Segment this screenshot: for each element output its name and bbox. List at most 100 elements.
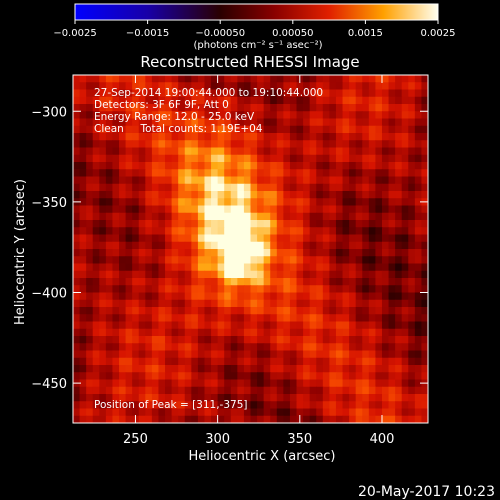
pixel: [79, 89, 87, 98]
pixel: [381, 263, 390, 272]
pixel: [230, 321, 238, 330]
pixel: [303, 118, 311, 127]
pixel: [303, 379, 311, 388]
pixel: [197, 299, 206, 308]
pixel: [355, 82, 363, 91]
pixel: [289, 394, 298, 402]
pixel: [283, 408, 291, 417]
pixel: [119, 285, 127, 294]
x-axis-ticks: 250 300 350 400: [123, 75, 394, 447]
pixel: [276, 336, 284, 344]
pixel: [165, 154, 173, 163]
pixel: [309, 96, 317, 105]
pixel: [355, 241, 363, 250]
pixel: [362, 328, 370, 337]
pixel: [86, 357, 94, 366]
pixel: [99, 314, 107, 323]
pixel: [257, 307, 265, 315]
pixel: [165, 176, 173, 185]
pixel: [276, 212, 284, 221]
pixel: [250, 394, 258, 402]
pixel: [138, 372, 146, 381]
pixel: [145, 365, 153, 373]
pixel: [105, 176, 114, 185]
pixel: [243, 176, 252, 185]
pixel: [289, 263, 298, 272]
pixel: [414, 321, 423, 330]
pixel: [335, 82, 344, 91]
pixel: [270, 270, 278, 279]
pixel: [191, 278, 199, 286]
pixel: [342, 205, 350, 214]
pixel: [362, 82, 370, 91]
pixel: [158, 321, 166, 330]
pixel: [388, 401, 396, 410]
pixel: [421, 357, 428, 366]
pixel: [296, 198, 304, 207]
pixel: [204, 394, 212, 402]
pixel: [224, 169, 232, 178]
pixel: [368, 212, 377, 221]
pixel: [151, 249, 160, 257]
pixel: [408, 133, 416, 141]
pixel: [349, 321, 357, 330]
pixel: [303, 299, 311, 308]
pixel: [421, 292, 428, 301]
pixel: [224, 227, 232, 236]
pixel: [388, 183, 396, 192]
pixel: [309, 205, 317, 214]
pixel: [263, 191, 271, 199]
pixel: [322, 89, 330, 98]
pixel: [151, 82, 160, 91]
pixel: [316, 343, 324, 352]
pixel: [119, 263, 127, 272]
pixel: [237, 82, 245, 91]
pixel: [401, 183, 409, 192]
pixel: [217, 278, 225, 286]
pixel: [217, 249, 225, 257]
pixel: [408, 299, 416, 308]
pixel: [355, 394, 363, 402]
pixel: [224, 162, 232, 170]
pixel: [355, 372, 363, 381]
pixel: [309, 285, 317, 294]
pixel: [184, 321, 192, 330]
pixel: [263, 292, 271, 301]
pixel: [204, 118, 212, 127]
pixel: [224, 343, 232, 352]
pixel: [368, 198, 377, 207]
pixel: [105, 169, 114, 178]
pixel: [388, 263, 396, 272]
pixel: [105, 198, 114, 207]
pixel: [217, 394, 225, 402]
pixel: [368, 386, 377, 395]
pixel: [250, 292, 258, 301]
pixel: [263, 89, 271, 98]
pixel: [243, 343, 252, 352]
pixel: [211, 154, 219, 163]
pixel: [395, 220, 403, 228]
pixel: [270, 169, 278, 178]
pixel: [79, 415, 87, 423]
pixel: [414, 379, 423, 388]
pixel: [276, 227, 284, 236]
pixel: [151, 415, 160, 423]
pixel: [237, 191, 245, 199]
pixel: [289, 198, 298, 207]
pixel: [309, 278, 317, 286]
pixel: [132, 285, 140, 294]
pixel: [119, 365, 127, 373]
pixel: [105, 82, 114, 91]
pixel: [224, 241, 232, 250]
pixel: [132, 270, 140, 279]
pixel: [171, 357, 179, 366]
pixel: [257, 111, 265, 120]
pixel: [125, 183, 133, 192]
pixel: [316, 140, 324, 149]
pixel: [355, 299, 363, 308]
pixel: [237, 241, 245, 250]
pixel: [408, 328, 416, 337]
pixel: [381, 111, 390, 120]
peak-position-label: Position of Peak = [311,-375]: [94, 399, 248, 411]
pixel: [276, 285, 284, 294]
